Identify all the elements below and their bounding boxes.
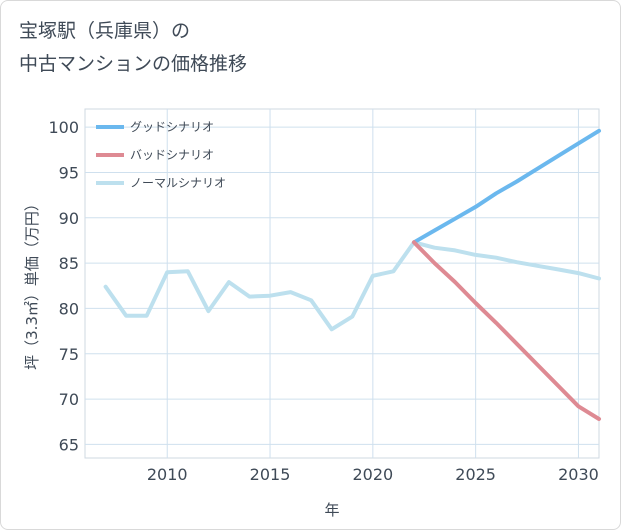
x-tick-label: 2020 (352, 465, 393, 484)
y-tick-label: 100 (48, 118, 79, 137)
y-tick-label: 65 (59, 435, 79, 454)
x-tick-label: 2030 (558, 465, 599, 484)
x-tick-labels: 2010 2015 2020 2025 2030 (147, 465, 599, 484)
y-tick-label: 80 (59, 299, 79, 318)
x-tick-label: 2025 (455, 465, 496, 484)
x-axis-label: 年 (324, 501, 339, 519)
x-tick-label: 2015 (250, 465, 291, 484)
y-tick-label: 85 (59, 254, 79, 273)
legend-label: バッドシナリオ (130, 148, 214, 162)
series-line-2 (103, 240, 601, 332)
series-lines (103, 128, 601, 421)
y-axis-label: 坪（3.3㎡）単価（万円） (23, 196, 41, 370)
y-tick-label: 75 (59, 345, 79, 364)
y-tick-label: 70 (59, 390, 79, 409)
plot-area (84, 108, 600, 459)
series-line-0 (412, 128, 601, 245)
chart-title-line-1: 宝塚駅（兵庫県）の (19, 20, 191, 42)
series-line-1 (412, 240, 601, 421)
y-tick-label: 95 (59, 163, 79, 182)
y-tick-labels: 65 70 75 80 85 90 95 100 (48, 118, 79, 454)
y-tick-label: 90 (59, 209, 79, 228)
chart-title: 宝塚駅（兵庫県）の 中古マンションの価格推移 (19, 15, 247, 81)
legend-label: グッドシナリオ (130, 120, 214, 134)
legend-label: ノーマルシナリオ (130, 176, 226, 190)
x-tick-label: 2010 (147, 465, 188, 484)
chart-title-line-2: 中古マンションの価格推移 (19, 53, 248, 75)
